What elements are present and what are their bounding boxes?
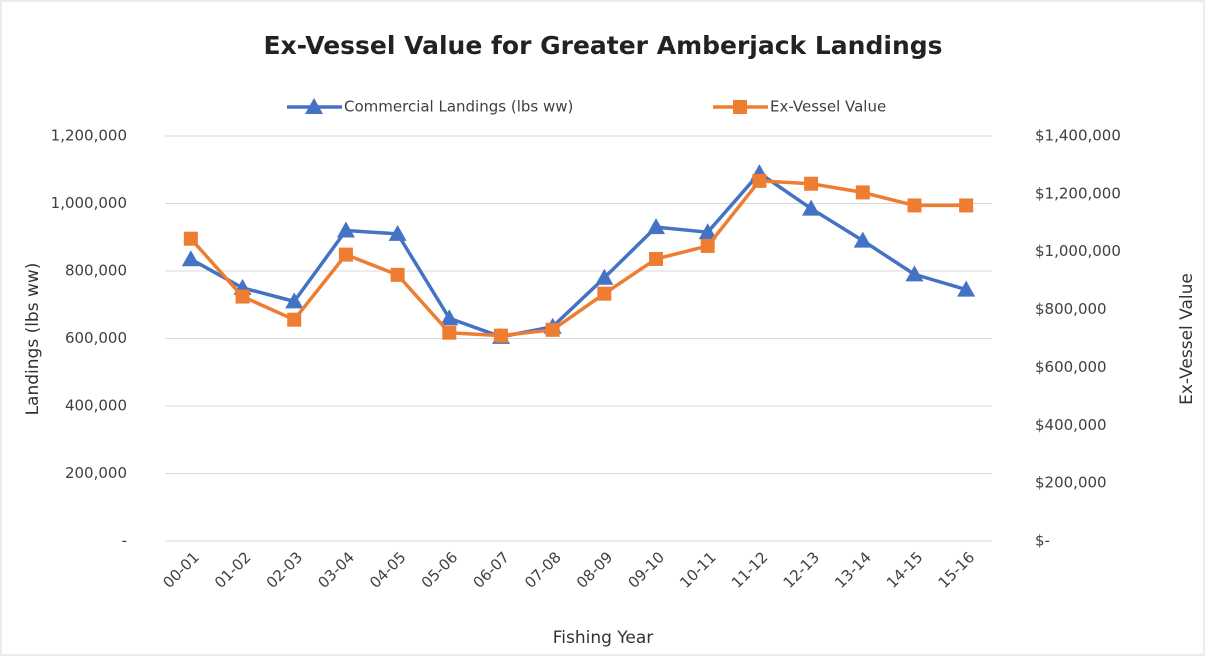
series-line (189, 179, 967, 338)
legend-label: Ex-Vessel Value (770, 98, 886, 116)
y-tick-label: 200,000 (65, 464, 127, 482)
y2-tick-label: $1,400,000 (1035, 127, 1121, 145)
point-marker (545, 322, 560, 337)
point-marker (649, 251, 664, 266)
point-marker (493, 328, 508, 343)
legend-marker (733, 100, 747, 114)
point-marker (440, 309, 459, 326)
point-marker (183, 231, 198, 246)
legend-marker (305, 98, 323, 114)
y2-tick-label: $800,000 (1035, 300, 1107, 318)
point-marker (752, 173, 767, 188)
point-marker (647, 218, 666, 235)
y-tick-label: 400,000 (65, 397, 127, 415)
point-marker (235, 289, 250, 304)
y-axis-title: Landings (lbs ww) (23, 263, 43, 416)
point-marker (336, 221, 355, 238)
y2-tick-label: $400,000 (1035, 416, 1107, 434)
y-tick-label: 1,000,000 (51, 194, 127, 212)
chart-title: Ex-Vessel Value for Greater Amberjack La… (263, 31, 942, 60)
point-marker (855, 185, 870, 200)
y-tick-label: 1,200,000 (51, 127, 127, 145)
point-marker (853, 231, 872, 248)
y2-tick-label: $1,200,000 (1035, 184, 1121, 202)
point-marker (442, 325, 457, 340)
point-marker (597, 286, 612, 301)
point-marker (285, 292, 304, 309)
point-marker (907, 198, 922, 213)
point-marker (700, 238, 715, 253)
point-marker (802, 199, 821, 216)
y2-tick-label: $200,000 (1035, 474, 1107, 492)
y2-tick-label: $600,000 (1035, 358, 1107, 376)
y2-tick-label: $- (1035, 532, 1050, 550)
series-line (189, 171, 967, 339)
point-marker (957, 280, 976, 297)
point-marker (390, 267, 405, 282)
point-marker (338, 247, 353, 262)
point-marker (959, 198, 974, 213)
y-tick-label: 600,000 (65, 329, 127, 347)
point-marker (287, 312, 302, 327)
point-marker (181, 250, 200, 267)
legend-label: Commercial Landings (lbs ww) (344, 98, 573, 116)
point-marker (595, 268, 614, 285)
y2-axis-title: Ex-Vessel Value (1177, 273, 1197, 405)
point-marker (905, 265, 924, 282)
point-marker (698, 223, 717, 240)
point-marker (804, 176, 819, 191)
x-axis-title: Fishing Year (553, 628, 654, 648)
y-tick-label: 800,000 (65, 262, 127, 280)
y-tick-label: - (122, 532, 127, 550)
y2-tick-label: $1,000,000 (1035, 242, 1121, 260)
point-marker (388, 224, 407, 241)
